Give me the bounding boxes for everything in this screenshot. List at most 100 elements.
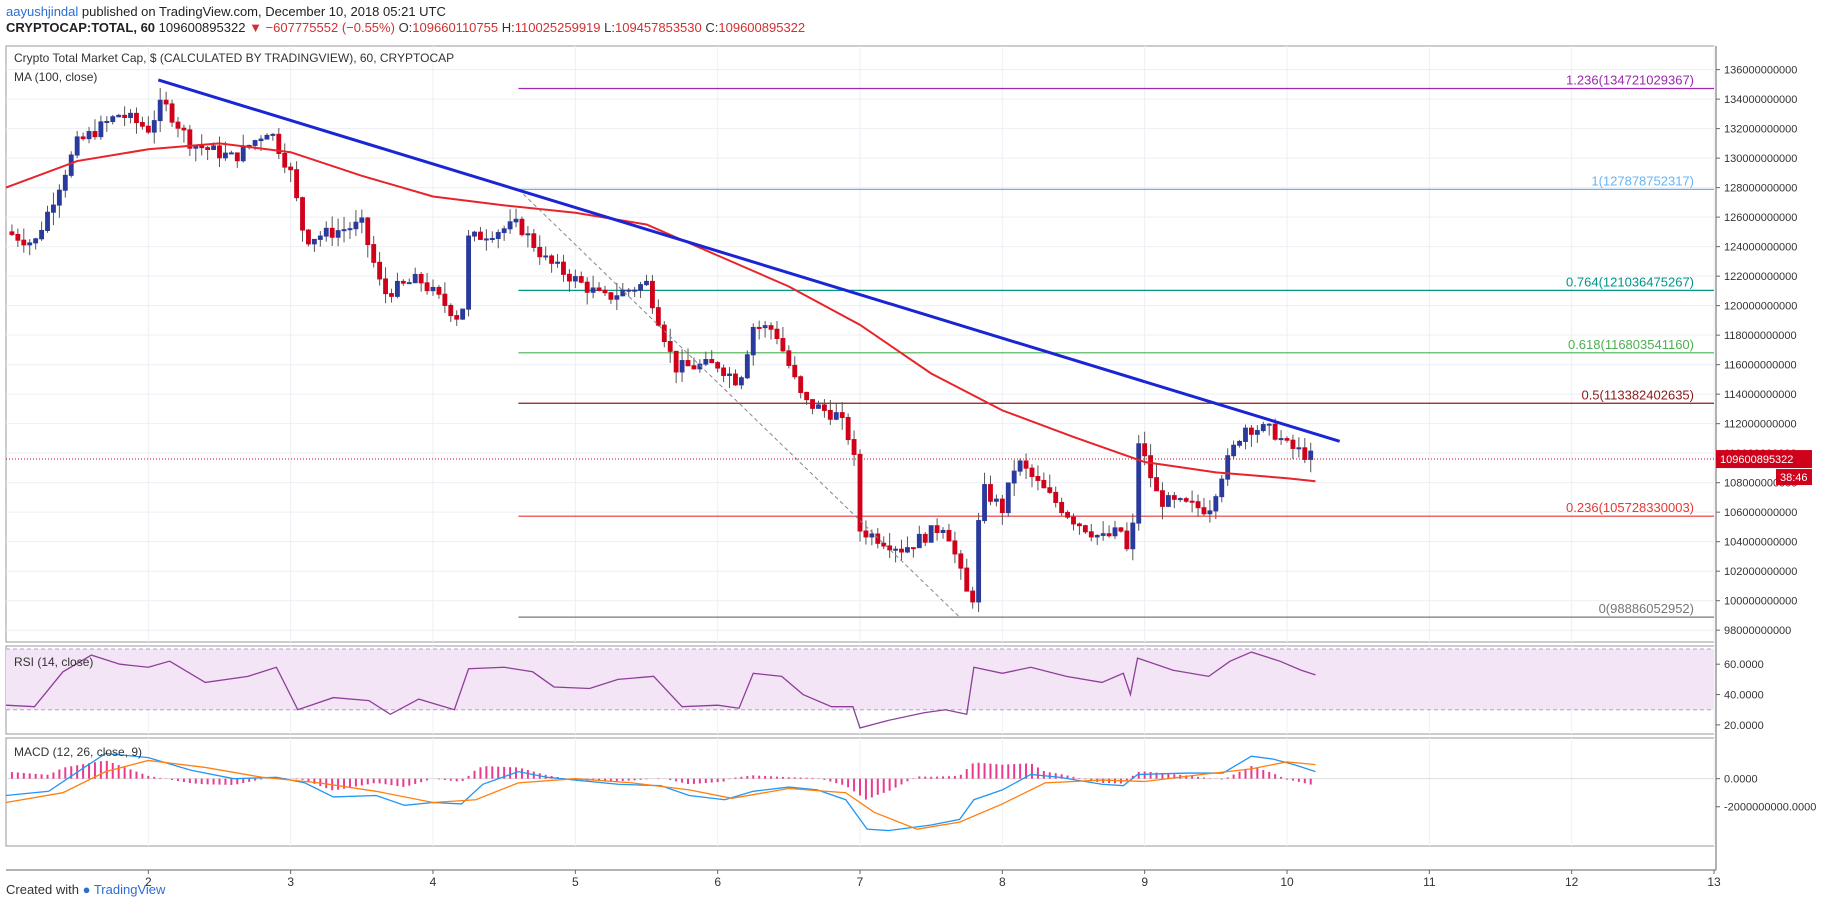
candle-down[interactable] (294, 169, 300, 199)
candle-down[interactable] (650, 280, 655, 309)
candle-down[interactable] (667, 341, 673, 352)
candle-down[interactable] (821, 404, 827, 411)
candle-up[interactable] (323, 227, 329, 237)
candle-up[interactable] (412, 273, 418, 284)
candle-down[interactable] (964, 567, 970, 592)
candle-down[interactable] (946, 529, 952, 542)
candle-down[interactable] (952, 540, 958, 555)
candle-down[interactable] (851, 439, 857, 455)
candle-up[interactable] (240, 145, 246, 162)
candle-down[interactable] (685, 360, 691, 367)
candle-up[interactable] (157, 99, 163, 122)
candle-down[interactable] (454, 315, 460, 320)
candle-up[interactable] (1254, 430, 1260, 435)
candle-down[interactable] (288, 166, 294, 171)
candle-up[interactable] (976, 520, 982, 603)
candle-down[interactable] (276, 133, 282, 154)
candle-up[interactable] (993, 498, 999, 502)
candle-down[interactable] (768, 325, 774, 330)
candle-up[interactable] (543, 255, 549, 258)
candle-down[interactable] (169, 103, 175, 123)
candle-up[interactable] (341, 229, 347, 232)
candle-down[interactable] (733, 373, 738, 386)
candle-up[interactable] (264, 134, 270, 140)
rsi-line[interactable] (5, 651, 1316, 729)
candle-down[interactable] (839, 412, 845, 418)
macd-line[interactable] (5, 752, 1316, 832)
candle-down[interactable] (721, 367, 727, 376)
candle-down[interactable] (1148, 455, 1154, 479)
candle-down[interactable] (448, 304, 454, 317)
candle-up[interactable] (489, 237, 495, 240)
candle-down[interactable] (578, 276, 584, 283)
candle-up[interactable] (228, 152, 234, 155)
candle-down[interactable] (1041, 479, 1047, 489)
candle-down[interactable] (958, 553, 964, 569)
candle-up[interactable] (869, 533, 875, 538)
candle-up[interactable] (1177, 498, 1183, 501)
candle-down[interactable] (1088, 531, 1094, 538)
candle-down[interactable] (199, 145, 205, 149)
candle-up[interactable] (626, 289, 632, 292)
candle-up[interactable] (1243, 427, 1248, 442)
candle-down[interactable] (1183, 498, 1189, 502)
candle-up[interactable] (1260, 424, 1266, 432)
candle-down[interactable] (602, 289, 608, 294)
candle-down[interactable] (400, 280, 406, 284)
candle-down[interactable] (922, 533, 928, 543)
candle-down[interactable] (584, 281, 590, 293)
candle-down[interactable] (1154, 477, 1159, 492)
candle-up[interactable] (982, 484, 987, 522)
candle-up[interactable] (501, 228, 507, 234)
candle-up[interactable] (39, 229, 45, 240)
candle-down[interactable] (970, 590, 976, 603)
candle-down[interactable] (1272, 423, 1278, 440)
candle-down[interactable] (709, 359, 715, 364)
candle-down[interactable] (1290, 439, 1296, 449)
candle-down[interactable] (1047, 487, 1053, 493)
candle-up[interactable] (1278, 438, 1284, 441)
candle-up[interactable] (1296, 447, 1302, 450)
candle-down[interactable] (442, 293, 448, 306)
candle-down[interactable] (655, 307, 661, 326)
candle-down[interactable] (1195, 501, 1201, 509)
candle-up[interactable] (1165, 495, 1171, 507)
candle-up[interactable] (1094, 534, 1100, 538)
candle-up[interactable] (223, 152, 228, 159)
candle-down[interactable] (1071, 516, 1076, 525)
candle-down[interactable] (1189, 500, 1195, 503)
candle-up[interactable] (940, 529, 946, 533)
candle-up[interactable] (679, 360, 685, 373)
candle-up[interactable] (1207, 510, 1213, 515)
candle-up[interactable] (1136, 443, 1142, 524)
candle-up[interactable] (472, 231, 477, 237)
candle-up[interactable] (644, 280, 649, 286)
candle-up[interactable] (430, 286, 436, 292)
candle-up[interactable] (466, 235, 472, 310)
candle-down[interactable] (845, 416, 851, 441)
candle-down[interactable] (383, 278, 388, 295)
candle-up[interactable] (258, 138, 264, 142)
candle-up[interactable] (270, 133, 276, 136)
candle-up[interactable] (33, 238, 39, 244)
candle-up[interactable] (614, 295, 620, 300)
candle-up[interactable] (1011, 470, 1017, 484)
candle-up[interactable] (1112, 527, 1118, 537)
candle-down[interactable] (715, 362, 721, 369)
candle-down[interactable] (881, 542, 887, 547)
candle-down[interactable] (810, 399, 815, 409)
candle-up[interactable] (86, 131, 92, 140)
candle-up[interactable] (483, 238, 489, 241)
candle-down[interactable] (365, 217, 371, 246)
candle-up[interactable] (727, 373, 732, 376)
candle-up[interactable] (311, 238, 317, 245)
candle-down[interactable] (566, 273, 572, 282)
candle-up[interactable] (151, 120, 157, 133)
candle-down[interactable] (134, 112, 139, 124)
candle-down[interactable] (887, 545, 893, 551)
candle-up[interactable] (833, 412, 839, 420)
candle-up[interactable] (56, 189, 62, 206)
candle-up[interactable] (359, 217, 365, 223)
candle-down[interactable] (561, 261, 566, 275)
candle-down[interactable] (80, 136, 86, 140)
